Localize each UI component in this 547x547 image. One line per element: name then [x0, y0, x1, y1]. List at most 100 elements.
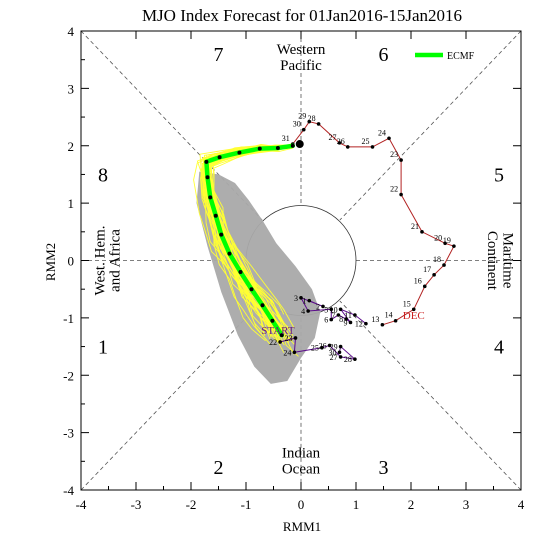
- recent-point: [344, 317, 348, 321]
- recent-point: [353, 357, 357, 361]
- ecmf-mean-point: [260, 303, 265, 308]
- ecmf-mean-point: [290, 143, 295, 148]
- x-tick-label: -2: [186, 497, 197, 512]
- recent-day-label: 1: [302, 297, 306, 306]
- recent-point: [306, 309, 310, 313]
- recent-day-label: 2: [316, 302, 320, 311]
- observed-point: [399, 158, 403, 162]
- region-top-line1: Western: [277, 42, 326, 58]
- observed-point: [443, 241, 447, 246]
- recent-day-label: 29: [330, 343, 338, 352]
- recent-point: [329, 317, 334, 322]
- y-tick-label: -4: [63, 483, 74, 498]
- recent-day-label: 28: [344, 355, 352, 364]
- observed-point: [387, 136, 391, 141]
- phase-label-2: 2: [214, 457, 224, 479]
- recent-day-label: 12: [355, 320, 363, 329]
- observed-day-label: 20: [434, 233, 442, 242]
- recent-day-label: 5: [324, 305, 328, 314]
- recent-day-label: 25: [311, 344, 319, 353]
- recent-point: [337, 350, 342, 355]
- recent-day-label: 4: [301, 307, 305, 316]
- ecmf-mean-line: [204, 143, 296, 338]
- ecmf-mean-point: [238, 269, 243, 274]
- observed-day-label: 21: [411, 222, 419, 231]
- observed-point: [370, 145, 375, 149]
- observed-day-label: 22: [390, 185, 398, 194]
- observed-day-label: 18: [433, 255, 441, 264]
- phase-label-5: 5: [494, 164, 504, 186]
- ecmf-mean-point: [275, 146, 280, 151]
- observed-point: [399, 192, 403, 197]
- recent-point: [327, 343, 332, 348]
- month-label: DEC: [403, 310, 425, 322]
- observed-point: [337, 141, 342, 145]
- recent-day-label: 10: [330, 305, 338, 314]
- ecmf-mean-point: [219, 232, 224, 237]
- x-tick-label: -1: [241, 497, 252, 512]
- ecmf-mean-point: [257, 146, 262, 151]
- ecmf-mean-point: [249, 287, 254, 292]
- region-left-line2: and Africa: [108, 229, 124, 292]
- observed-point: [345, 145, 350, 149]
- observed-day-label: 26: [337, 137, 345, 146]
- recent-point: [338, 344, 343, 349]
- observed-point: [380, 322, 385, 327]
- x-tick-label: -3: [131, 497, 142, 512]
- recent-day-label: 6: [324, 316, 328, 325]
- observed-day-label: 24: [378, 128, 386, 137]
- ecmf-mean-point: [217, 155, 222, 160]
- observed-day-label: 15: [403, 299, 411, 308]
- y-tick-label: 2: [68, 139, 75, 154]
- recent-point: [292, 350, 297, 355]
- recent-point: [321, 304, 325, 309]
- recent-point: [299, 295, 303, 300]
- observed-point: [452, 244, 456, 248]
- recent-point: [278, 340, 282, 344]
- y-tick-label: 4: [68, 24, 75, 39]
- phase-label-4: 4: [494, 337, 504, 359]
- observed-day-label: 28: [308, 114, 316, 123]
- x-tick-label: 4: [518, 497, 525, 512]
- recent-point: [307, 298, 312, 303]
- recent-day-label: 26: [319, 341, 327, 350]
- region-top-line2: Pacific: [280, 58, 322, 74]
- recent-point: [293, 336, 298, 340]
- observed-day-label: 29: [298, 112, 306, 121]
- ecmf-mean-point: [205, 175, 210, 180]
- ecmf-mean-point: [237, 150, 242, 155]
- recent-day-label: 3: [294, 294, 298, 303]
- phase-divider-diagonal: [80, 300, 263, 491]
- observed-point: [393, 318, 398, 323]
- region-bottom-line2: Ocean: [282, 461, 321, 477]
- recent-point: [338, 307, 343, 312]
- recent-point: [353, 313, 357, 317]
- observed-day-label: 16: [414, 276, 422, 285]
- x-tick-label: 3: [463, 497, 470, 512]
- recent-day-label: 7: [331, 311, 335, 320]
- recent-day-label: 30: [329, 348, 337, 357]
- start-label: START: [261, 325, 295, 337]
- ecmf-mean-point: [204, 159, 209, 164]
- x-tick-label: 0: [298, 497, 305, 512]
- recent-day-label: 8: [339, 315, 343, 324]
- phase-divider-diagonal: [339, 30, 522, 221]
- y-tick-label: -1: [63, 311, 74, 326]
- y-tick-label: 1: [68, 196, 75, 211]
- phase-label-1: 1: [98, 337, 108, 359]
- y-tick-label: 0: [68, 254, 75, 269]
- recent-day-label: 22: [269, 338, 277, 347]
- y-tick-label: 3: [68, 81, 75, 96]
- region-bottom-line1: Indian: [282, 445, 321, 461]
- ecmf-mean-point: [208, 195, 213, 200]
- recent-path-line: [299, 296, 367, 325]
- observed-day-label: 31: [282, 134, 290, 143]
- recent-day-label: 11: [344, 311, 352, 320]
- observed-point: [442, 263, 446, 267]
- y-tick-label: -3: [63, 426, 74, 441]
- observed-point: [420, 230, 424, 234]
- recent-point: [329, 307, 334, 312]
- x-tick-label: 1: [353, 497, 360, 512]
- observed-day-label: 14: [385, 311, 393, 320]
- observed-point: [301, 127, 306, 132]
